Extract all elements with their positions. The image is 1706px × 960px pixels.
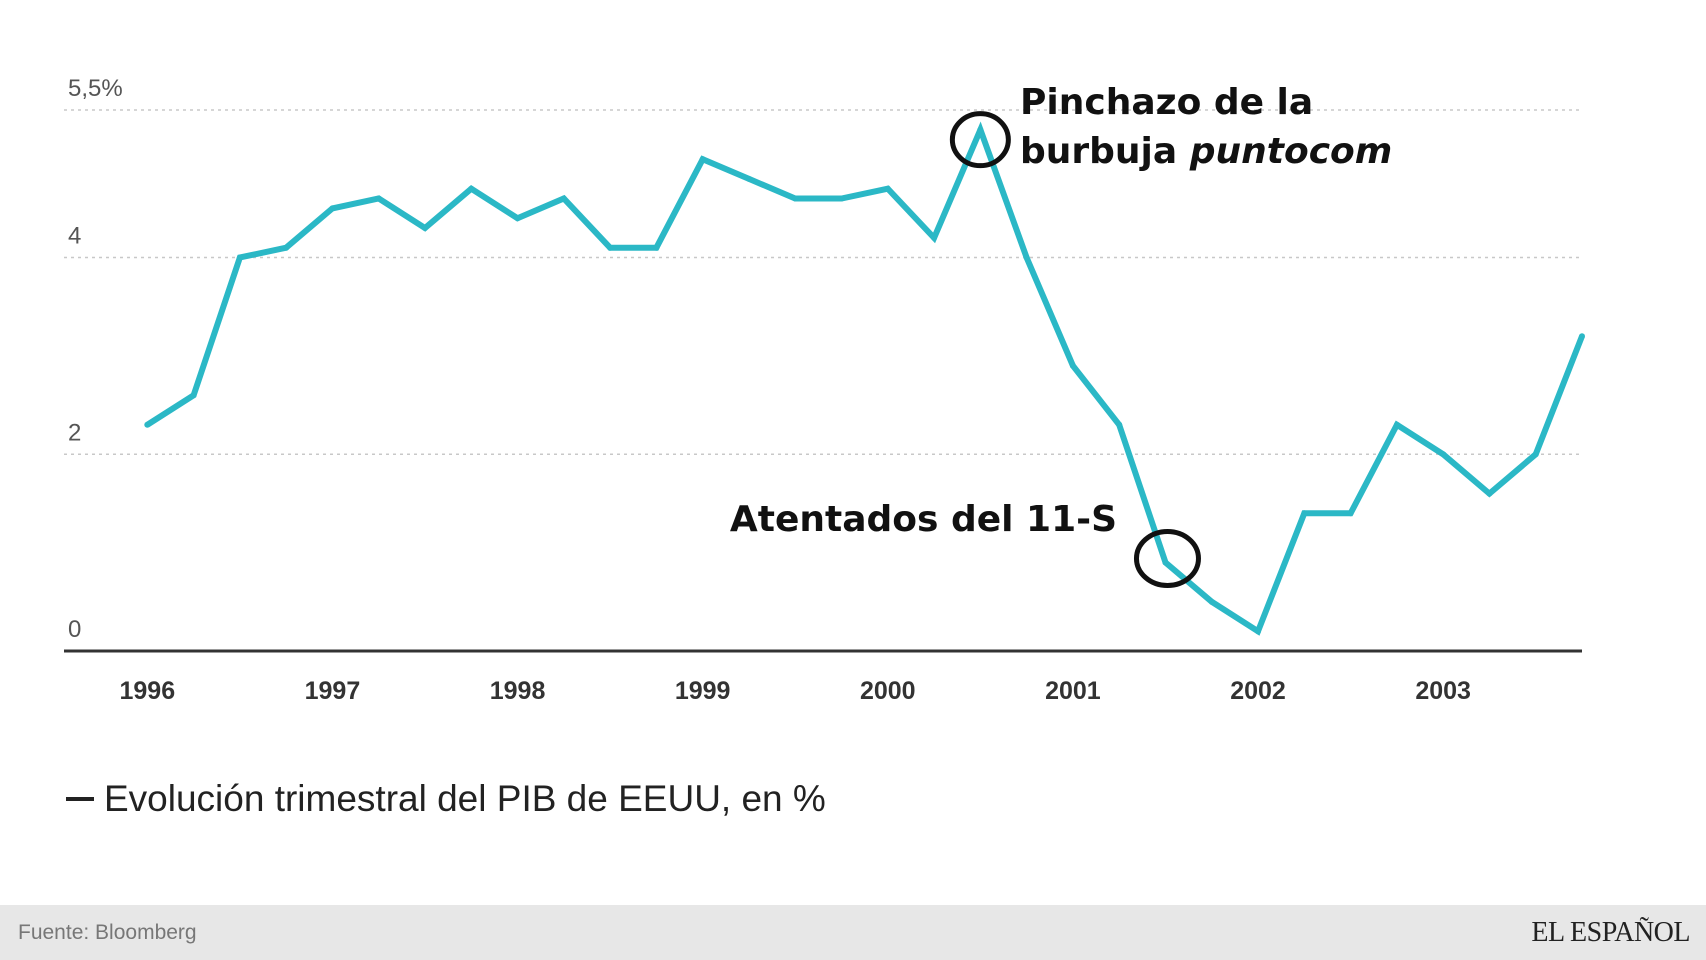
legend-line-swatch	[66, 797, 94, 801]
x-tick-label: 1998	[490, 677, 546, 705]
y-tick-label: 0	[68, 616, 81, 643]
footer-bar: Fuente: Bloomberg EL ESPAÑOL	[0, 905, 1706, 960]
data-point	[1440, 451, 1447, 458]
source-credit: Fuente: Bloomberg	[18, 921, 197, 944]
data-point	[607, 244, 614, 251]
data-point	[1486, 490, 1493, 497]
x-axis-ticks: 1996 1997 1998 1999 2000 2001 2002 2003	[119, 677, 1470, 705]
data-point	[329, 205, 336, 212]
grid-lines	[64, 109, 1582, 456]
data-point	[1208, 598, 1215, 605]
data-point	[792, 195, 799, 202]
y-tick-label: 5,5%	[68, 75, 123, 102]
data-point	[1532, 451, 1539, 458]
data-point	[421, 225, 428, 232]
data-point	[236, 254, 243, 261]
x-tick-label: 1997	[305, 677, 361, 705]
sept11-circle-marker	[1133, 528, 1201, 588]
y-tick-label: 2	[68, 419, 81, 446]
data-point	[931, 234, 938, 241]
data-point	[699, 156, 706, 163]
data-point	[514, 215, 521, 222]
x-tick-label: 2001	[1045, 677, 1101, 705]
data-point	[1116, 421, 1123, 428]
data-point	[190, 392, 197, 399]
chart-legend: Evolución trimestral del PIB de EEUU, en…	[66, 778, 826, 820]
data-point	[1255, 628, 1262, 635]
annotation-sept11: Atentados del 11-S	[730, 499, 1117, 540]
data-points	[144, 126, 1585, 635]
brand-logo: EL ESPAÑOL	[1531, 917, 1690, 948]
data-point	[375, 195, 382, 202]
data-point	[1393, 421, 1400, 428]
annotation-dotcom-line2: burbuja puntocom	[1020, 131, 1392, 172]
data-point	[1579, 333, 1585, 340]
data-point	[468, 185, 475, 192]
x-tick-label: 2000	[860, 677, 916, 705]
dotcom-peak-circle-marker	[949, 111, 1011, 169]
annotation-dotcom-line1: Pinchazo de la	[1020, 82, 1313, 123]
legend-label: Evolución trimestral del PIB de EEUU, en…	[104, 778, 826, 819]
x-tick-label: 1999	[675, 677, 731, 705]
gdp-line-chart: 0 2 4 5,5% 1996 1997 1998 1999 2000 2001 2002 2003…	[64, 75, 1585, 705]
x-tick-label: 2003	[1415, 677, 1471, 705]
y-axis-ticks: 0 2 4 5,5%	[68, 75, 123, 643]
data-point	[838, 195, 845, 202]
data-point	[1162, 559, 1169, 566]
gdp-series-line	[145, 121, 1585, 636]
data-point	[1347, 510, 1354, 517]
data-point	[144, 421, 151, 428]
data-point	[1023, 254, 1030, 261]
x-tick-label: 1996	[119, 677, 175, 705]
y-tick-label: 4	[68, 223, 81, 250]
data-point	[977, 126, 984, 133]
data-point	[745, 175, 752, 182]
data-point	[884, 185, 891, 192]
x-tick-label: 2002	[1230, 677, 1286, 705]
data-point	[560, 195, 567, 202]
annotation-dotcom-line2-text: burbuja	[1020, 131, 1190, 172]
data-point	[1069, 362, 1076, 369]
data-point	[653, 244, 660, 251]
data-point	[1301, 510, 1308, 517]
annotation-dotcom-italic: puntocom	[1189, 131, 1393, 172]
data-point	[283, 244, 290, 251]
